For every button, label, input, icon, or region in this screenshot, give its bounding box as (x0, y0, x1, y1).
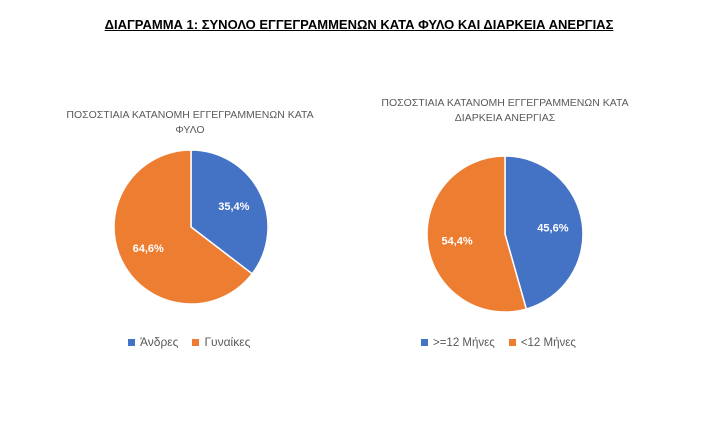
legend-label: <12 Μήνες (520, 337, 576, 349)
legend-item-short: <12 Μήνες (508, 337, 576, 349)
chart-title-duration: ΠΟΣΟΣΤΙΑΙΑ ΚΑΤΑΝΟΜΗ ΕΓΓΕΓΡΑΜΜΕΝΩΝ ΚΑΤΑ Δ… (381, 97, 629, 124)
pie-slice (504, 155, 584, 310)
legend-item-women: Γυναίκες (192, 335, 250, 349)
pie-slice (426, 155, 528, 313)
data-label: 64,6% (133, 243, 164, 255)
legend-label: >=12 Μήνες (433, 337, 495, 349)
legend-label: Γυναίκες (204, 335, 251, 349)
legend-swatch (192, 339, 200, 347)
legend-gender: Άνδρες Γυναίκες (128, 335, 250, 349)
legend-item-men: Άνδρες (128, 335, 178, 349)
data-label: 54,4% (441, 236, 472, 248)
pie-slice (190, 149, 269, 275)
legend-item-long: >=12 Μήνες (421, 337, 495, 349)
legend-swatch (508, 339, 516, 347)
chart-title-gender: ΠΟΣΟΣΤΙΑΙΑ ΚΑΤΑΝΟΜΗ ΕΓΓΕΓΡΑΜΜΕΝΩΝ ΚΑΤΑ Φ… (66, 109, 314, 136)
main-title: ΔΙΑΓΡΑΜΜΑ 1: ΣΥΝΟΛΟ ΕΓΓΕΓΡΑΜΜΕΝΩΝ ΚΑΤΑ Φ… (104, 17, 614, 32)
legend-label: Άνδρες (140, 335, 179, 349)
data-label: 35,4% (218, 201, 249, 213)
legend-swatch (421, 339, 428, 347)
legend-duration: >=12 Μήνες <12 Μήνες (421, 337, 576, 349)
legend-swatch (128, 339, 135, 347)
pie-slice (113, 149, 254, 305)
data-label: 45,6% (537, 222, 568, 234)
